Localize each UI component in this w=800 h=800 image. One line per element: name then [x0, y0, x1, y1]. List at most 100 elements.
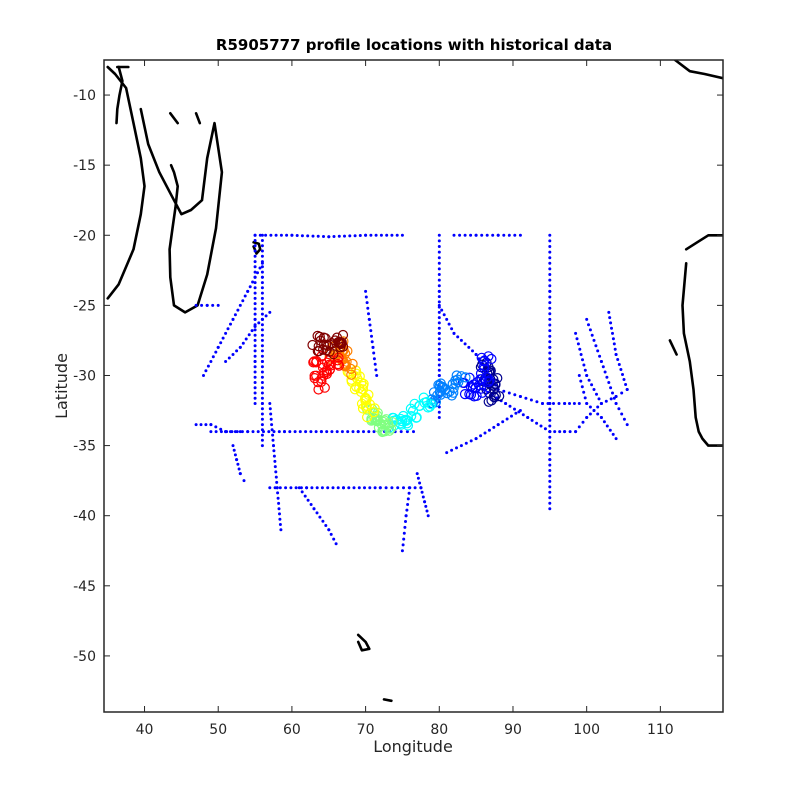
historical-profile-point	[260, 254, 264, 258]
historical-profile-point	[425, 509, 429, 513]
float-profile-marker	[308, 357, 319, 368]
float-profile-marker	[323, 359, 335, 370]
historical-profile-point	[437, 284, 441, 288]
historical-profile-point	[330, 430, 334, 434]
historical-profile-point	[260, 261, 264, 265]
historical-profile-point	[253, 396, 257, 400]
float-profile-marker	[378, 416, 389, 427]
historical-profile-point	[437, 316, 441, 320]
historical-profile-point	[548, 278, 552, 282]
historical-profile-point	[599, 416, 603, 419]
historical-profile-point	[269, 233, 273, 237]
historical-profile-point	[548, 430, 552, 434]
float-profile-marker	[459, 389, 471, 400]
historical-profile-point	[582, 390, 586, 394]
historical-profile-point	[278, 512, 281, 516]
historical-profile-point	[610, 326, 613, 330]
historical-profile-point	[437, 353, 441, 356]
historical-profile-point	[300, 234, 304, 238]
float-profile-marker	[317, 359, 328, 370]
historical-profiles-layer	[194, 233, 629, 553]
historical-profile-point	[306, 498, 310, 502]
historical-profile-point	[277, 501, 281, 505]
historical-profile-point	[343, 234, 346, 238]
historical-profile-point	[367, 317, 371, 321]
historical-profile-point	[548, 452, 552, 456]
historical-profile-point	[548, 245, 552, 248]
historical-profile-point	[257, 321, 261, 325]
historical-profile-point	[268, 310, 272, 314]
historical-profile-point	[412, 430, 415, 434]
historical-profile-point	[471, 349, 474, 353]
historical-profile-point	[437, 267, 441, 271]
historical-profile-point	[612, 396, 616, 400]
historical-profile-point	[625, 388, 629, 391]
historical-profile-point	[253, 402, 257, 405]
historical-profile-point	[611, 432, 615, 436]
historical-profile-point	[260, 402, 264, 405]
historical-profile-point	[369, 233, 373, 237]
float-profile-marker	[340, 359, 351, 370]
historical-profile-point	[548, 306, 552, 310]
float-profile-marker	[347, 358, 358, 369]
historical-profile-point	[253, 317, 257, 321]
historical-profile-point	[595, 392, 598, 396]
historical-profile-point	[200, 303, 204, 307]
float-profile-marker	[468, 379, 479, 390]
historical-profile-point	[268, 486, 272, 490]
historical-profile-point	[580, 385, 584, 389]
historical-profile-point	[260, 291, 264, 295]
historical-profile-point	[260, 407, 264, 411]
historical-profile-point	[224, 331, 228, 335]
float-profile-marker	[313, 346, 324, 357]
y-tick-label: -35	[73, 439, 96, 455]
historical-profile-point	[596, 405, 600, 409]
historical-profile-point	[385, 233, 389, 237]
historical-profile-point	[445, 451, 449, 455]
historical-profile-point	[278, 523, 282, 526]
historical-profile-point	[219, 430, 223, 434]
historical-profile-point	[581, 420, 585, 424]
historical-profile-point	[370, 340, 374, 344]
historical-profile-point	[289, 486, 293, 490]
historical-profile-point	[366, 306, 370, 310]
historical-profile-point	[316, 234, 320, 238]
historical-profile-point	[374, 233, 378, 237]
historical-profile-point	[295, 234, 299, 237]
historical-profile-point	[607, 310, 611, 314]
historical-profile-point	[260, 302, 264, 306]
historical-profile-point	[437, 347, 441, 351]
historical-profile-point	[548, 267, 552, 271]
historical-profile-point	[235, 349, 239, 353]
historical-profile-point	[553, 430, 557, 434]
coastline-segment	[169, 112, 179, 125]
y-tick-label: -25	[73, 298, 96, 314]
historical-profile-point	[548, 374, 552, 377]
historical-profile-point	[273, 486, 277, 490]
historical-profile-point	[437, 289, 441, 293]
historical-profile-point	[194, 423, 198, 427]
historical-profile-point	[622, 378, 626, 381]
historical-profile-point	[306, 234, 310, 238]
historical-profile-point	[312, 507, 316, 511]
float-profile-marker	[409, 398, 420, 409]
historical-profile-point	[594, 344, 598, 348]
historical-profile-point	[548, 385, 552, 389]
historical-profile-point	[260, 286, 264, 290]
historical-profile-point	[373, 362, 377, 366]
historical-profile-point	[548, 329, 552, 333]
historical-profile-point	[469, 233, 473, 237]
x-tick-label: 40	[136, 722, 154, 738]
coastline-segment	[673, 60, 723, 80]
historical-profile-point	[331, 486, 335, 490]
float-profile-marker	[333, 337, 344, 348]
historical-profile-point	[260, 281, 264, 285]
historical-profile-point	[459, 338, 463, 342]
historical-profile-point	[588, 405, 592, 409]
historical-profile-point	[548, 256, 552, 260]
historical-profile-point	[260, 338, 264, 342]
historical-profile-point	[226, 327, 230, 331]
float-profile-marker	[324, 364, 335, 375]
historical-profile-point	[464, 441, 468, 445]
historical-profile-point	[369, 329, 373, 333]
